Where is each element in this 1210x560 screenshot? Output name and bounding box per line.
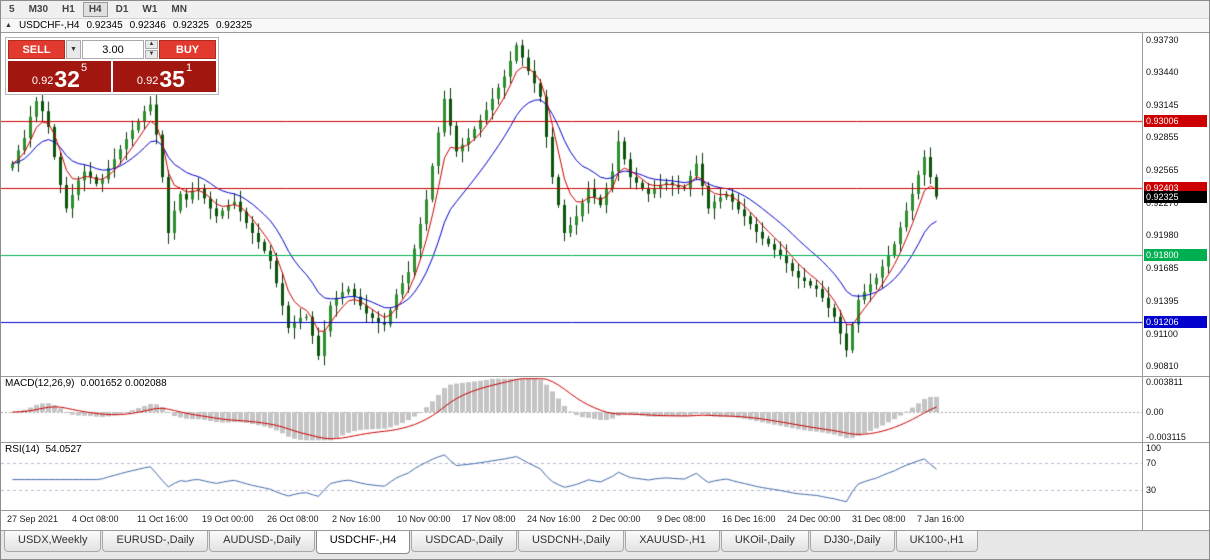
- price-level-badge: 0.91800: [1144, 249, 1207, 262]
- price-axis-label: 0.91395: [1146, 295, 1179, 306]
- time-axis-label: 16 Dec 16:00: [722, 514, 776, 524]
- axis-corner: [1142, 511, 1209, 530]
- chart-tab-usdcad-daily[interactable]: USDCAD-,Daily: [411, 531, 517, 552]
- ask-price-pip-digit: 1: [185, 62, 193, 74]
- time-axis-label: 10 Nov 00:00: [397, 514, 451, 524]
- chart-tab-usdx-weekly[interactable]: USDX,Weekly: [4, 531, 102, 552]
- price-level-badge: 0.91206: [1144, 315, 1207, 328]
- sell-button[interactable]: SELL: [8, 40, 65, 59]
- price-axis-label: 0.91100: [1146, 328, 1178, 339]
- chevron-down-icon: ▼: [70, 46, 77, 53]
- ask-price-prefix: 0.92: [136, 75, 159, 87]
- one-click-trading-toggle-icon[interactable]: ▲: [5, 22, 12, 29]
- timeframe-button-d1[interactable]: D1: [110, 2, 135, 17]
- rsi-panel: RSI(14) 54.0527 100 70 30: [1, 443, 1209, 511]
- price-axis-label: 0.93145: [1146, 100, 1179, 111]
- ask-price-big-digits: 35: [159, 66, 185, 92]
- chevron-up-icon: ▲: [148, 41, 155, 47]
- rsi-axis: 100 70 30: [1142, 443, 1209, 510]
- rsi-axis-label: 30: [1146, 484, 1157, 495]
- ohlc-close: 0.92325: [215, 20, 253, 31]
- time-axis-label: 7 Jan 16:00: [917, 514, 965, 524]
- time-axis-label: 19 Oct 00:00: [202, 514, 254, 524]
- price-axis-label: 0.91685: [1146, 263, 1179, 274]
- macd-values: 0.001652 0.002088: [80, 378, 167, 389]
- chart-symbol-label: USDCHF-,H4: [18, 20, 80, 31]
- chart-tab-ukoil-daily[interactable]: UKOil-,Daily: [720, 531, 809, 552]
- chart-header: ▲ USDCHF-,H4 0.92345 0.92346 0.92325 0.9…: [1, 19, 1209, 33]
- rsi-chart-canvas: [1, 443, 1142, 510]
- macd-axis-label: 0.003811: [1146, 377, 1183, 387]
- ask-price-display[interactable]: 0.92 35 1: [113, 61, 216, 92]
- time-axis-label: 17 Nov 08:00: [462, 514, 516, 524]
- time-axis-label: 2 Nov 16:00: [332, 514, 381, 524]
- ohlc-high: 0.92346: [129, 20, 166, 31]
- time-axis-label: 24 Dec 00:00: [787, 514, 841, 524]
- time-axis: 27 Sep 2021 4 Oct 08:00 11 Oct 16:00 19 Oct…: [1, 511, 1209, 531]
- rsi-axis-label: 70: [1146, 458, 1157, 469]
- timeframe-button-w1[interactable]: W1: [136, 2, 163, 17]
- chart-tab-eurusd-daily[interactable]: EURUSD-,Daily: [102, 531, 209, 552]
- macd-axis-label: 0.00: [1146, 407, 1164, 418]
- volume-dropdown-button[interactable]: ▼: [66, 40, 81, 59]
- rsi-axis-label: 100: [1146, 443, 1162, 453]
- chart-tab-uk100-h1[interactable]: UK100-,H1: [895, 531, 979, 552]
- price-axis: 0.93730 0.93440 0.93145 0.92855 0.92565 0.922…: [1142, 33, 1209, 376]
- current-price-badge: 0.92325: [1144, 190, 1207, 203]
- timeframe-toolbar: 5 M30 H1 H4 D1 W1 MN: [1, 1, 1209, 19]
- bid-price-prefix: 0.92: [31, 75, 54, 87]
- chart-tab-xauusd-h1[interactable]: XAUUSD-,H1: [625, 531, 720, 552]
- chevron-down-icon: ▼: [148, 51, 155, 57]
- volume-increase-button[interactable]: ▲: [145, 40, 158, 49]
- macd-chart-canvas: [1, 377, 1142, 442]
- chart-tabs-bar: USDX,Weekly EURUSD-,Daily AUDUSD-,Daily USD…: [1, 531, 1209, 559]
- bid-price-big-digits: 32: [54, 66, 80, 92]
- chart-tab-usdchf-h4[interactable]: USDCHF-,H4: [315, 531, 411, 554]
- macd-axis-label: -0.003115: [1146, 432, 1186, 442]
- price-axis-label: 0.93730: [1146, 34, 1179, 45]
- price-axis-label: 0.92855: [1146, 132, 1179, 143]
- time-axis-label: 31 Dec 08:00: [852, 514, 906, 524]
- timeframe-button-h4[interactable]: H4: [82, 2, 108, 17]
- price-axis-label: 0.90810: [1146, 360, 1179, 371]
- timeframe-button-mn[interactable]: MN: [165, 2, 193, 17]
- time-axis-label: 27 Sep 2021: [7, 514, 59, 524]
- time-axis-label: 4 Oct 08:00: [72, 514, 119, 524]
- timeframe-button-m30[interactable]: M30: [23, 2, 54, 17]
- macd-axis: 0.003811 0.00 -0.003115: [1142, 377, 1209, 442]
- macd-label: MACD(12,26,9): [5, 378, 75, 389]
- price-axis-label: 0.92270: [1146, 197, 1179, 208]
- ohlc-open: 0.92345: [86, 20, 123, 31]
- bid-price-display[interactable]: 0.92 32 5: [8, 61, 111, 92]
- price-axis-label: 0.92565: [1146, 164, 1179, 175]
- rsi-value: 54.0527: [45, 444, 82, 455]
- timeframe-button-5[interactable]: 5: [3, 2, 21, 17]
- chart-tab-dj30-daily[interactable]: DJ30-,Daily: [809, 531, 895, 552]
- chart-tab-usdcnh-daily[interactable]: USDCNH-,Daily: [517, 531, 625, 552]
- time-axis-label: 26 Oct 08:00: [267, 514, 319, 524]
- volume-input[interactable]: [82, 40, 144, 59]
- time-axis-label: 11 Oct 16:00: [137, 514, 188, 524]
- chart-tab-audusd-daily[interactable]: AUDUSD-,Daily: [209, 531, 315, 552]
- rsi-label: RSI(14): [5, 444, 40, 455]
- price-level-badge: 0.93006: [1144, 114, 1207, 127]
- volume-decrease-button[interactable]: ▼: [145, 50, 158, 59]
- time-axis-label: 2 Dec 00:00: [592, 514, 641, 524]
- time-axis-label: 9 Dec 08:00: [657, 514, 706, 524]
- macd-panel: MACD(12,26,9) 0.001652 0.002088 0.003811 0…: [1, 377, 1209, 443]
- ohlc-low: 0.92325: [172, 20, 209, 31]
- price-axis-label: 0.91980: [1146, 230, 1179, 241]
- price-axis-label: 0.93440: [1146, 67, 1179, 78]
- timeframe-button-h1[interactable]: H1: [56, 2, 81, 17]
- time-axis-label: 24 Nov 16:00: [527, 514, 581, 524]
- bid-price-pip-digit: 5: [80, 62, 88, 74]
- buy-button[interactable]: BUY: [159, 40, 216, 59]
- volume-spinner: ▲ ▼: [145, 40, 158, 59]
